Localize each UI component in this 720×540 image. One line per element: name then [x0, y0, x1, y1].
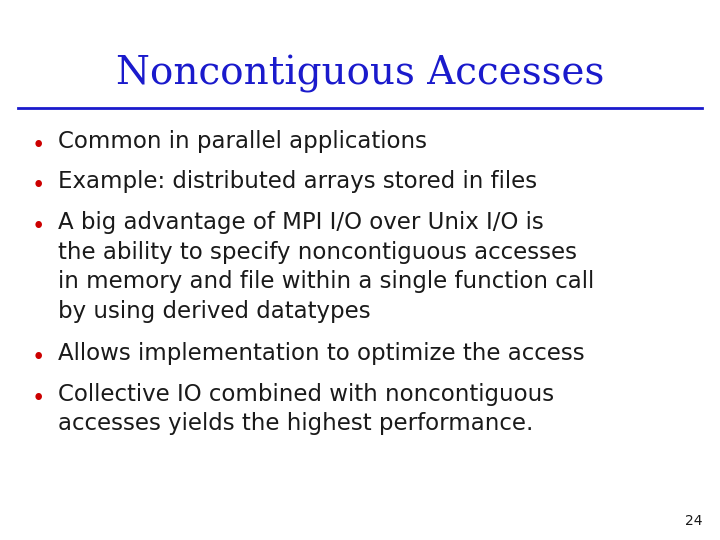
Text: Allows implementation to optimize the access: Allows implementation to optimize the ac… — [58, 342, 585, 365]
Text: Collective IO combined with noncontiguous
accesses yields the highest performanc: Collective IO combined with noncontiguou… — [58, 382, 554, 435]
Text: •: • — [31, 174, 45, 197]
Text: •: • — [31, 215, 45, 238]
Text: •: • — [31, 346, 45, 369]
Text: •: • — [31, 134, 45, 157]
Text: A big advantage of MPI I/O over Unix I/O is
the ability to specify noncontiguous: A big advantage of MPI I/O over Unix I/O… — [58, 211, 594, 323]
Text: •: • — [31, 387, 45, 409]
Text: Example: distributed arrays stored in files: Example: distributed arrays stored in fi… — [58, 170, 537, 193]
Text: Noncontiguous Accesses: Noncontiguous Accesses — [116, 55, 604, 93]
Text: 24: 24 — [685, 514, 702, 528]
Text: Common in parallel applications: Common in parallel applications — [58, 130, 427, 153]
